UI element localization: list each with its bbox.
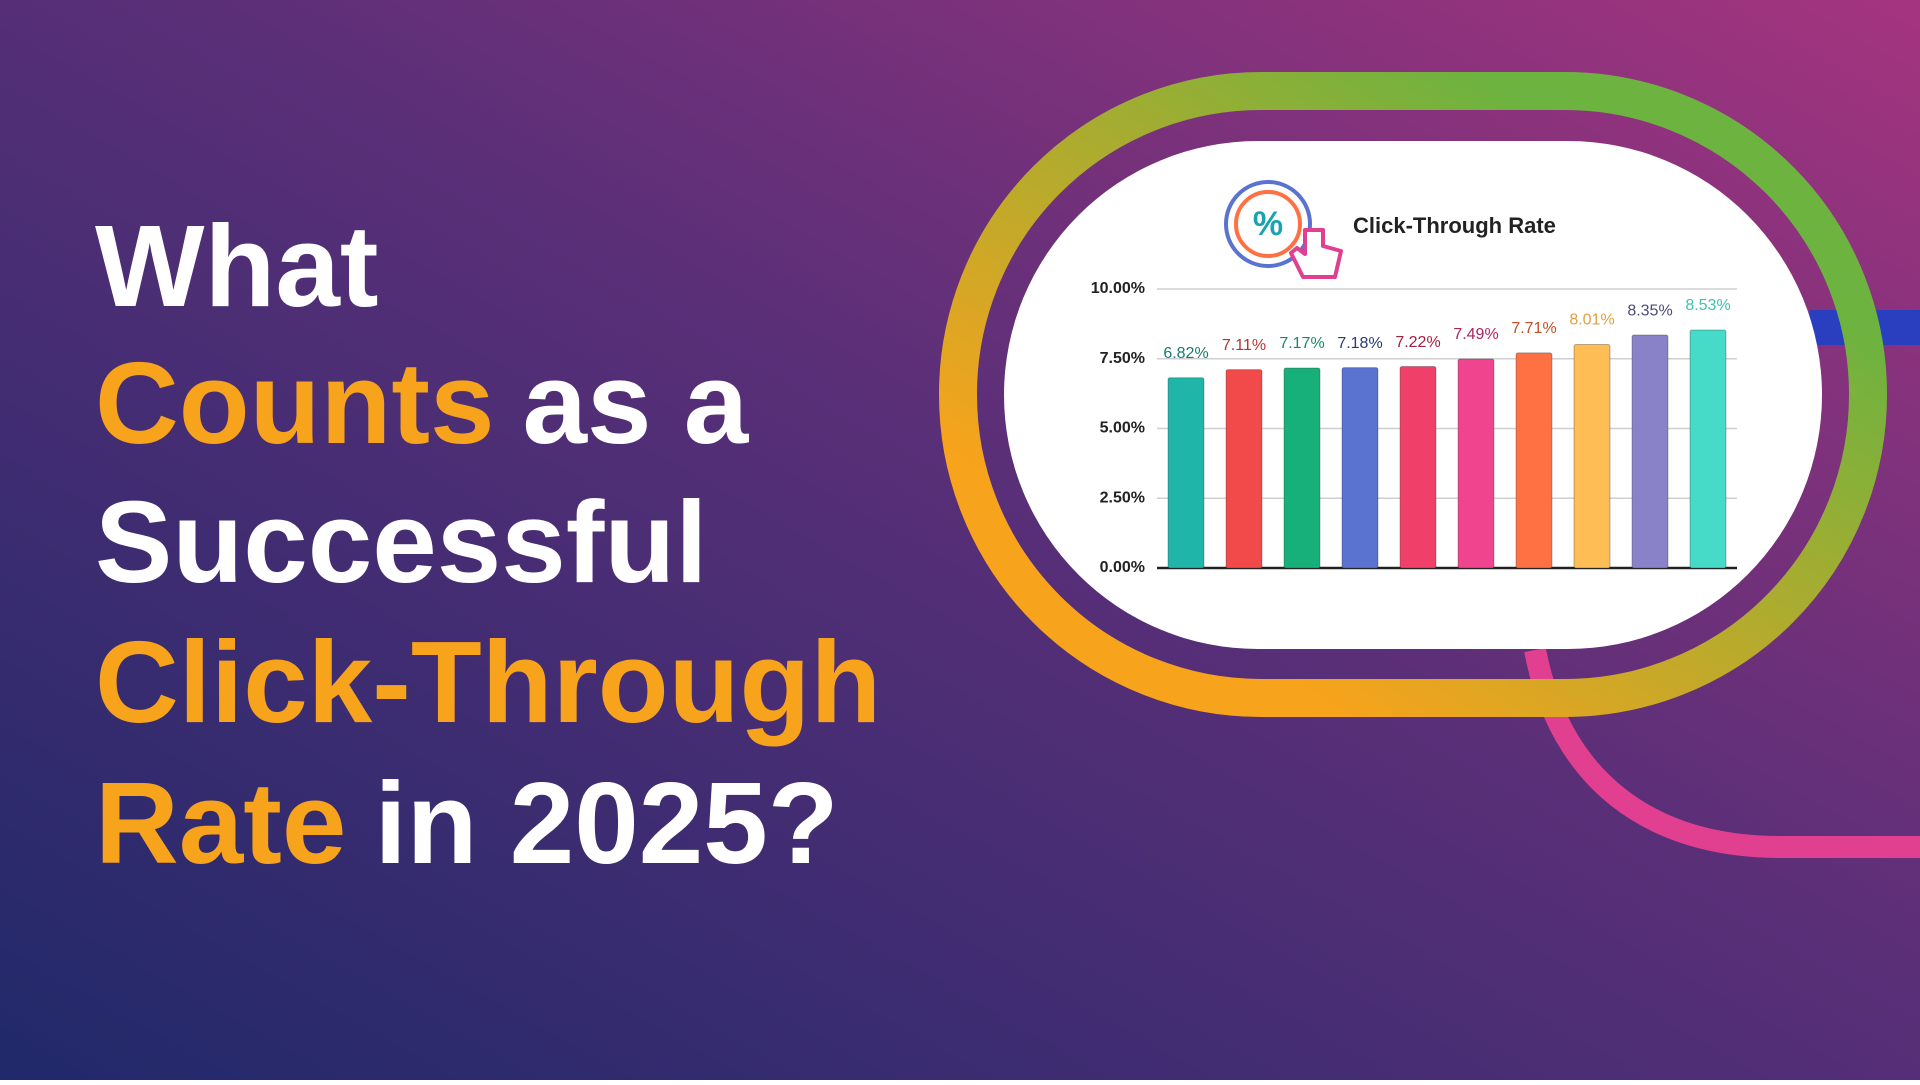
- headline-word: as a: [523, 338, 750, 468]
- value-label: 8.35%: [1627, 302, 1672, 319]
- headline-word: Successful: [95, 477, 708, 607]
- svg-text:%: %: [1253, 205, 1283, 243]
- y-tick-label: 0.00%: [1100, 559, 1145, 576]
- bar: [1457, 358, 1495, 569]
- headline-word: Rate: [95, 758, 346, 888]
- value-label: 7.11%: [1222, 337, 1266, 354]
- bar: [1341, 367, 1379, 569]
- value-label: 7.18%: [1337, 335, 1382, 352]
- y-tick-label: 7.50%: [1100, 350, 1145, 367]
- chart-title: Click-Through Rate: [1353, 213, 1556, 238]
- headline-word: What: [95, 201, 379, 331]
- value-label: 6.82%: [1163, 345, 1208, 362]
- bar: [1167, 377, 1205, 569]
- headline-line: Counts as a: [95, 338, 750, 468]
- y-tick-label: 5.00%: [1100, 420, 1145, 437]
- bar: [1573, 344, 1611, 569]
- bar: [1689, 329, 1727, 569]
- ring: [939, 72, 1887, 717]
- y-tick-label: 10.00%: [1091, 280, 1145, 297]
- bar: [1515, 352, 1553, 569]
- value-label: 8.01%: [1569, 312, 1614, 329]
- bar: [1399, 366, 1437, 569]
- bar: [1283, 367, 1321, 569]
- headline-word: in 2025?: [374, 758, 838, 888]
- headline-line: Successful: [95, 477, 708, 607]
- value-label: 7.71%: [1511, 320, 1556, 337]
- y-tick-label: 2.50%: [1100, 489, 1145, 506]
- icon: %: [1224, 180, 1343, 279]
- headline-line: What: [95, 201, 379, 331]
- bar: [1631, 334, 1669, 569]
- value-label: 7.17%: [1279, 335, 1324, 352]
- headline-word: Counts: [95, 338, 495, 468]
- value-label: 8.53%: [1685, 297, 1730, 314]
- headline-word: Click-Through: [95, 617, 881, 747]
- bar: [1225, 369, 1263, 569]
- value-label: 7.22%: [1395, 334, 1440, 351]
- headline-line: Rate in 2025?: [95, 758, 839, 888]
- headline-line: Click-Through: [95, 617, 881, 747]
- value-label: 7.49%: [1453, 326, 1498, 343]
